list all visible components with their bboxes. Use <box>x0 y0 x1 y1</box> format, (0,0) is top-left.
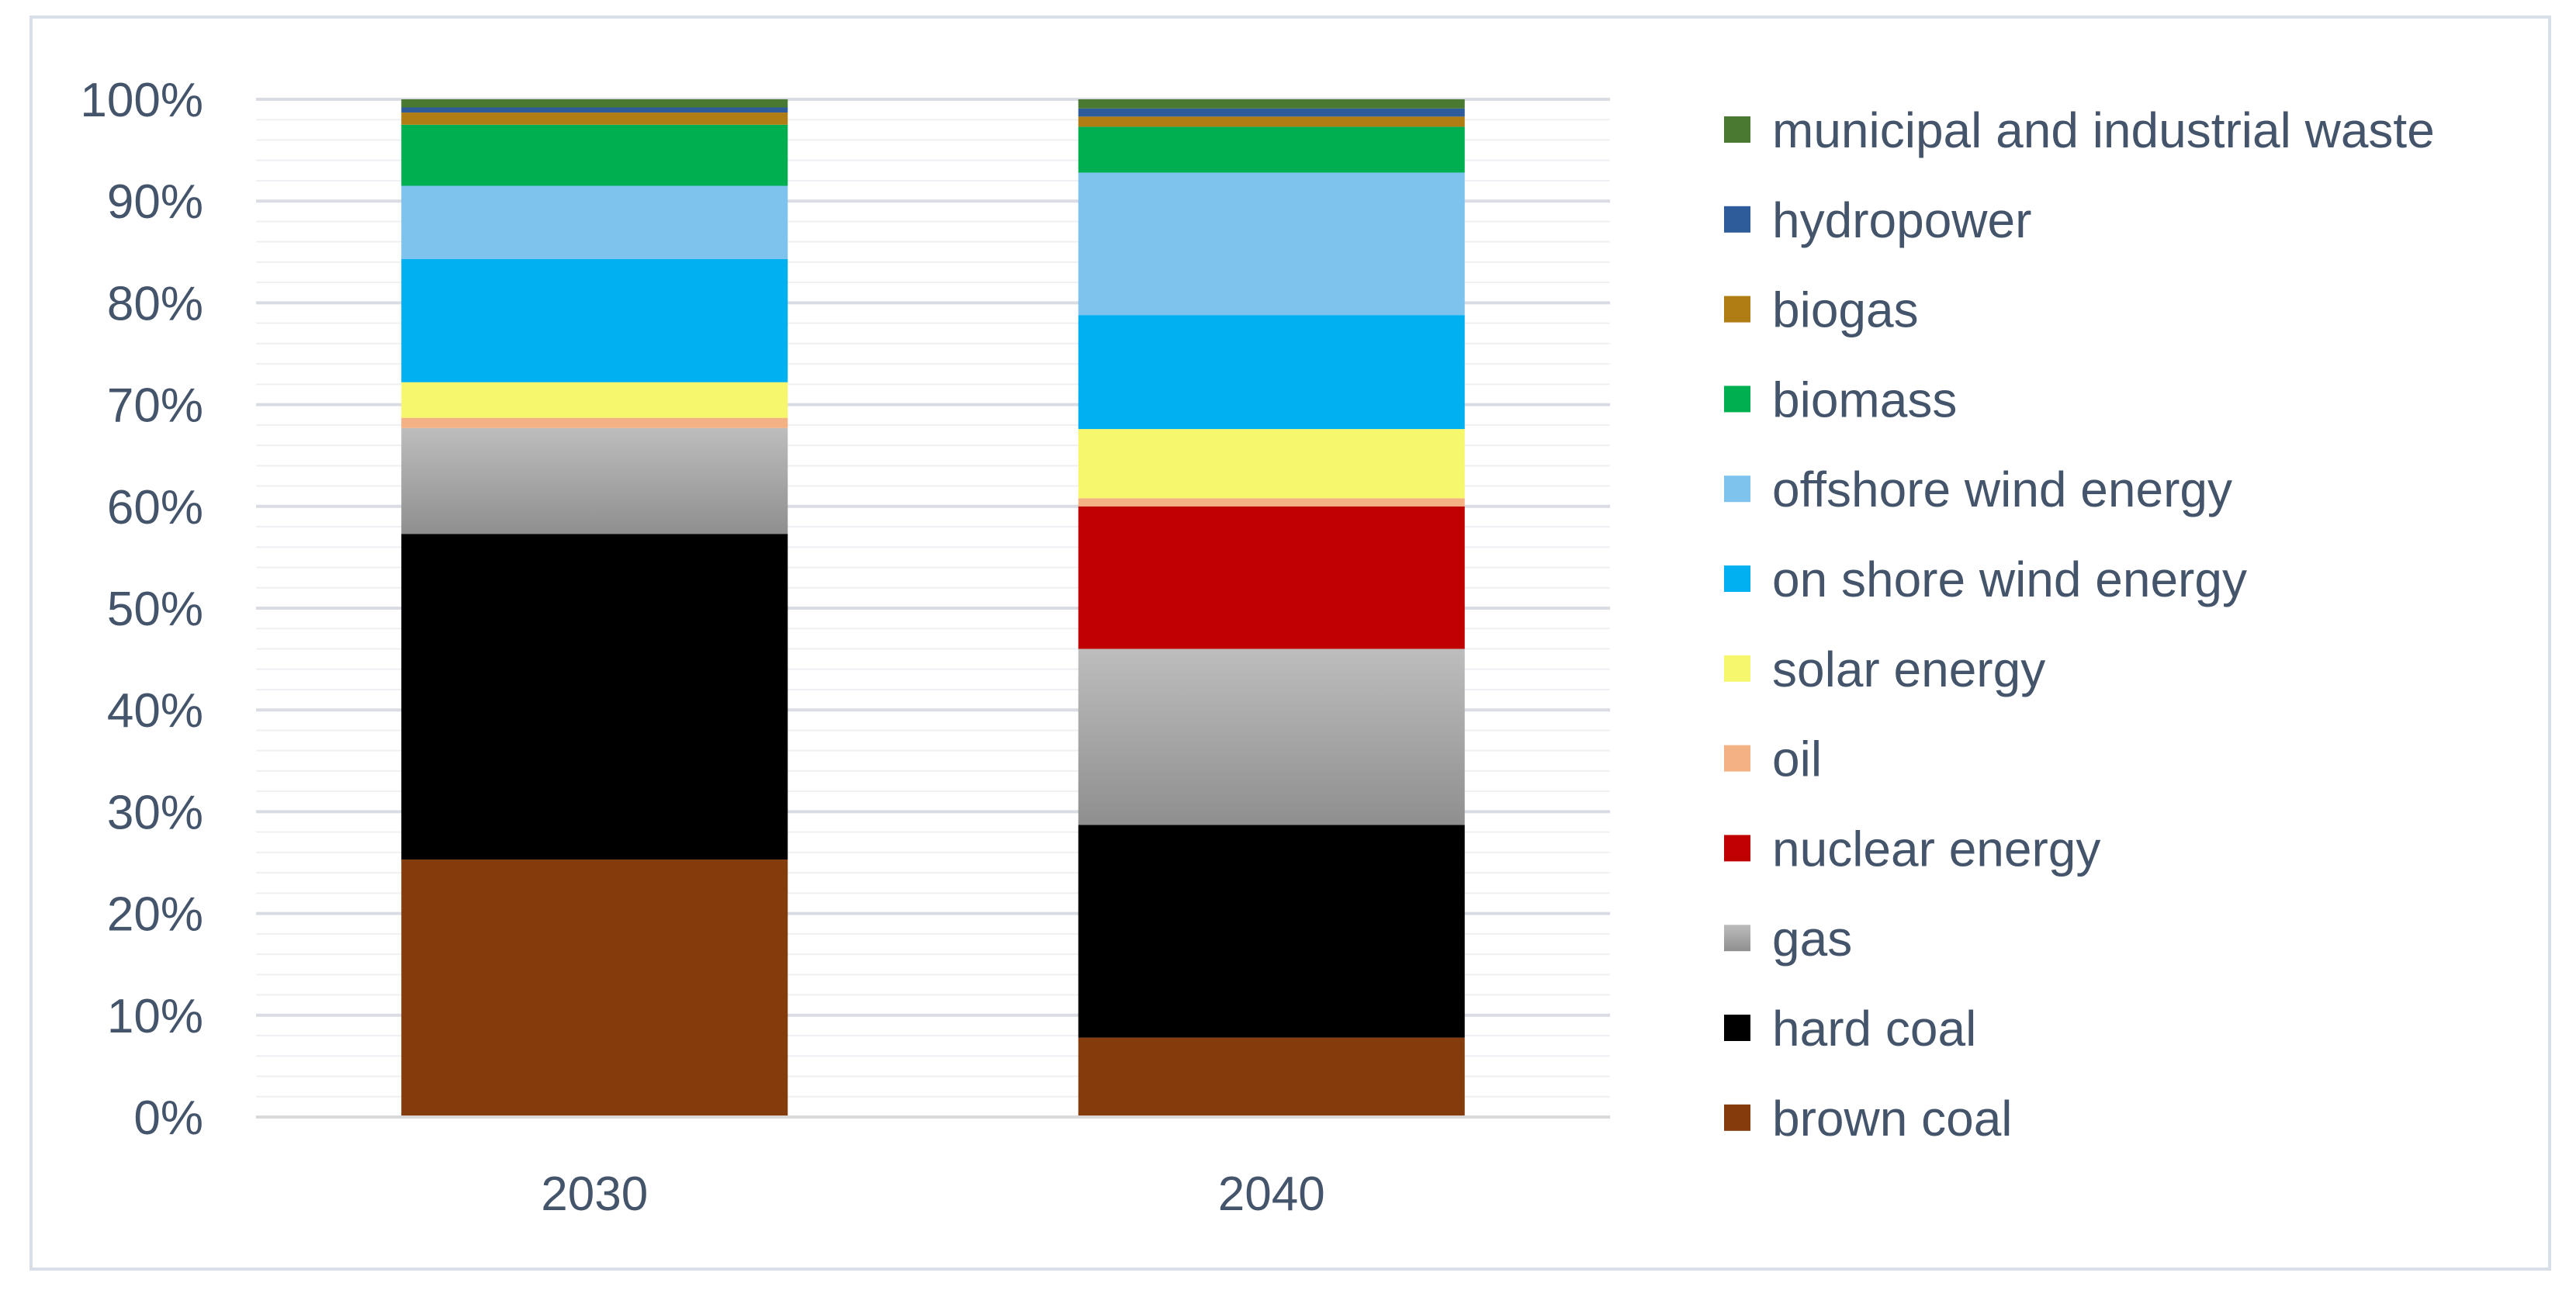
legend-swatch-nuclear-energy <box>1724 835 1750 862</box>
y-tick-label: 70% <box>107 379 203 433</box>
legend-swatch-hard-coal <box>1724 1015 1750 1041</box>
bar-segment-nuclear-energy-2040 <box>1078 506 1465 649</box>
legend-label: oil <box>1772 732 1822 787</box>
y-tick-label: 10% <box>107 990 203 1043</box>
bar-segment-hard-coal-2030 <box>401 534 788 860</box>
legend-label: brown coal <box>1772 1091 2013 1147</box>
bar-segment-brown-coal-2030 <box>401 859 788 1117</box>
bar-segment-brown-coal-2040 <box>1078 1037 1465 1117</box>
bar-segment-biogas-2040 <box>1078 116 1465 127</box>
legend-swatch-biomass <box>1724 386 1750 413</box>
legend-label: hydropower <box>1772 192 2031 248</box>
y-tick-label: 40% <box>107 684 203 738</box>
legend-swatch-oil <box>1724 745 1750 772</box>
legend-label: offshore wind energy <box>1772 462 2232 517</box>
legend-swatch-municipal-and-industrial-waste <box>1724 116 1750 143</box>
bar-segment-hydropower-2040 <box>1078 108 1465 117</box>
bar-segment-municipal-and-industrial-waste-2040 <box>1078 99 1465 109</box>
bar-segment-biogas-2030 <box>401 112 788 125</box>
legend-label: municipal and industrial waste <box>1772 102 2435 158</box>
legend-swatch-brown-coal <box>1724 1104 1750 1131</box>
y-tick-label: 50% <box>107 583 203 636</box>
bar-segment-solar-energy-2030 <box>401 382 788 418</box>
bar-segment-gas-2030 <box>401 427 788 534</box>
bar-segment-municipal-and-industrial-waste-2030 <box>401 99 788 108</box>
y-tick-label: 20% <box>107 888 203 942</box>
y-tick-label: 0% <box>133 1091 203 1145</box>
y-tick-label: 90% <box>107 175 203 229</box>
legend-label: nuclear energy <box>1772 821 2100 877</box>
legend-label: gas <box>1772 911 1852 967</box>
y-tick-label: 80% <box>107 277 203 330</box>
bar-segment-solar-energy-2040 <box>1078 429 1465 499</box>
bar-segment-oil-2030 <box>401 417 788 428</box>
bar-segment-biomass-2040 <box>1078 126 1465 173</box>
legend-swatch-biogas <box>1724 296 1750 323</box>
legend-swatch-gas <box>1724 925 1750 952</box>
legend-label: biomass <box>1772 372 1957 427</box>
legend-label: biogas <box>1772 282 1919 338</box>
bar-segment-biomass-2030 <box>401 124 788 186</box>
legend-label: on shore wind energy <box>1772 552 2247 607</box>
y-tick-label: 30% <box>107 786 203 839</box>
y-axis-ticks: 0% 10% 20% 30% 40% 50% 60% 70% 80% 90% 100% <box>80 74 203 1145</box>
legend: municipal and industrial waste hydropower… <box>1724 102 2435 1147</box>
bar-segment-hard-coal-2040 <box>1078 825 1465 1038</box>
legend-label: hard coal <box>1772 1001 1976 1057</box>
bar-segment-offshore-wind-energy-2040 <box>1078 172 1465 316</box>
bar-segment-oil-2040 <box>1078 498 1465 507</box>
legend-swatch-hydropower <box>1724 206 1750 233</box>
legend-label: solar energy <box>1772 642 2045 697</box>
x-tick-label: 2030 <box>541 1167 648 1221</box>
bar-segment-on-shore-wind-energy-2040 <box>1078 315 1465 430</box>
legend-swatch-on-shore-wind-energy <box>1724 565 1750 592</box>
bar-segment-on-shore-wind-energy-2030 <box>401 258 788 382</box>
bars: 2030 2040 <box>401 99 1465 1221</box>
bar-segment-hydropower-2030 <box>401 107 788 113</box>
y-tick-label: 60% <box>107 481 203 534</box>
bar-segment-gas-2040 <box>1078 648 1465 825</box>
bar-segment-offshore-wind-energy-2030 <box>401 185 788 259</box>
x-tick-label: 2040 <box>1218 1167 1325 1221</box>
legend-swatch-offshore-wind-energy <box>1724 476 1750 503</box>
legend-swatch-solar-energy <box>1724 655 1750 682</box>
y-tick-label: 100% <box>80 74 203 127</box>
